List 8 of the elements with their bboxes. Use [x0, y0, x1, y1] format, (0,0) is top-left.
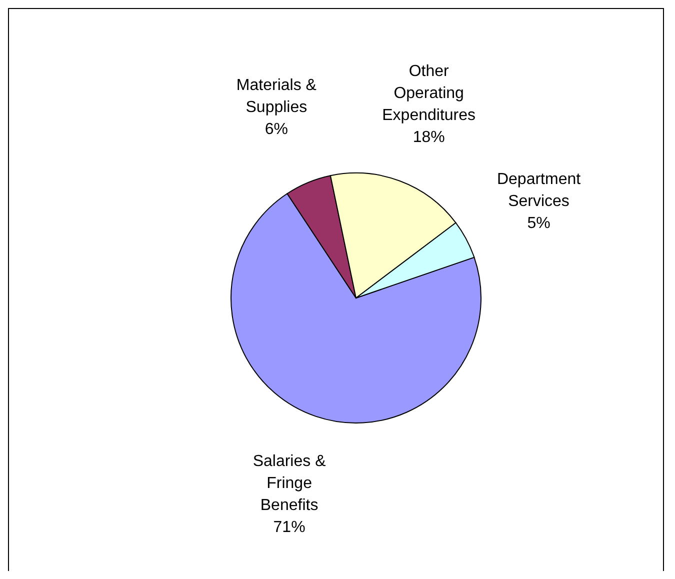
data-label: 6% — [264, 120, 288, 138]
data-label: 71% — [273, 518, 306, 536]
data-label: 5% — [527, 214, 550, 232]
slice-label: Other Operating Expenditures — [382, 62, 476, 124]
data-label: 18% — [412, 128, 445, 146]
slice-label: Salaries & Fringe Benefits — [252, 452, 326, 514]
slice-label: Materials & Supplies — [236, 76, 317, 116]
slice-label: Department Services — [496, 170, 582, 210]
